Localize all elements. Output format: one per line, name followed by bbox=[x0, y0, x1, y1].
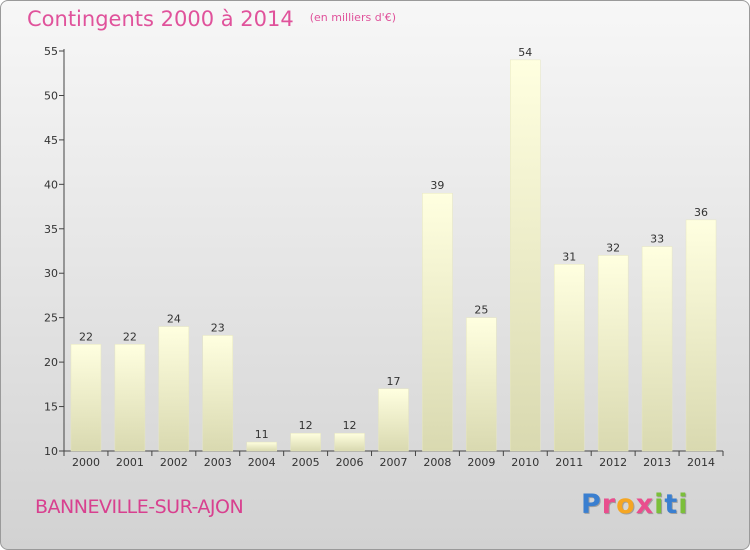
chart-axes: 10 15 20 25 30 35 40 45 50 55 2000 2001 2002 2003 2004… bbox=[44, 45, 724, 469]
x-tick-label: 2005 bbox=[292, 456, 320, 469]
bar-value-label: 12 bbox=[343, 419, 357, 432]
x-tick-label: 2004 bbox=[248, 456, 276, 469]
proxiti-logo[interactable]: Proxiti bbox=[581, 489, 689, 520]
x-tick-label: 2014 bbox=[687, 456, 715, 469]
y-tick-label: 55 bbox=[44, 45, 58, 58]
bar-value-label: 11 bbox=[255, 428, 269, 441]
logo-letter: o bbox=[616, 489, 636, 520]
bar-value-label: 22 bbox=[79, 330, 93, 343]
bar-value-label: 36 bbox=[694, 206, 708, 219]
x-tick-label: 2008 bbox=[423, 456, 451, 469]
logo-letter: i bbox=[678, 489, 689, 520]
logo-letter: i bbox=[654, 489, 665, 520]
y-tick-label: 35 bbox=[44, 223, 58, 236]
y-tick-label: 25 bbox=[44, 312, 58, 325]
bar bbox=[378, 388, 409, 452]
commune-name: BANNEVILLE-SUR-AJON bbox=[35, 496, 244, 518]
y-tick-label: 30 bbox=[44, 267, 58, 280]
y-tick-label: 45 bbox=[44, 134, 58, 147]
chart-unit: (en milliers d'€) bbox=[309, 11, 396, 24]
x-tick-label: 2001 bbox=[116, 456, 144, 469]
bar bbox=[334, 432, 365, 452]
y-tick-label: 10 bbox=[44, 445, 58, 458]
y-tick-label: 20 bbox=[44, 356, 58, 369]
bar-value-label: 32 bbox=[606, 241, 620, 254]
bar-value-label: 12 bbox=[299, 419, 313, 432]
x-tick-label: 2011 bbox=[555, 456, 583, 469]
x-tick-label: 2003 bbox=[204, 456, 232, 469]
bar bbox=[510, 59, 541, 452]
bar-value-label: 24 bbox=[167, 313, 181, 326]
y-tick-label: 50 bbox=[44, 89, 58, 102]
x-tick-label: 2013 bbox=[643, 456, 671, 469]
bar bbox=[466, 317, 497, 452]
bar bbox=[114, 344, 146, 452]
x-tick-label: 2006 bbox=[336, 456, 364, 469]
bar bbox=[158, 326, 190, 452]
bar-value-label: 33 bbox=[650, 233, 664, 246]
bar-value-label: 31 bbox=[562, 250, 576, 263]
bar bbox=[641, 246, 673, 452]
x-tick-label: 2012 bbox=[599, 456, 627, 469]
x-tick-label: 2007 bbox=[380, 456, 408, 469]
bar-value-label: 25 bbox=[474, 304, 488, 317]
bar bbox=[290, 432, 321, 452]
bar bbox=[685, 219, 717, 452]
bar-value-label: 54 bbox=[518, 46, 532, 59]
bar-value-label: 22 bbox=[123, 330, 137, 343]
logo-letter: t bbox=[664, 489, 679, 520]
bar bbox=[597, 255, 629, 452]
bar bbox=[246, 441, 277, 452]
bar-value-label: 23 bbox=[211, 321, 225, 334]
bar bbox=[202, 335, 234, 452]
chart-bars: 22 22 24 23 11 12 12 17 39 25 54 31 32 33 36 bbox=[70, 46, 717, 452]
bar bbox=[422, 192, 453, 452]
bar bbox=[70, 344, 102, 452]
logo-letter: P bbox=[581, 489, 602, 520]
logo-letter: r bbox=[601, 489, 617, 520]
x-tick-label: 2002 bbox=[160, 456, 188, 469]
chart-title: Contingents 2000 à 2014 (en milliers d'€) bbox=[27, 7, 396, 31]
logo-letter: x bbox=[635, 489, 655, 520]
x-tick-label: 2000 bbox=[72, 456, 100, 469]
bar-value-label: 39 bbox=[430, 179, 444, 192]
bar bbox=[553, 264, 585, 452]
y-tick-label: 15 bbox=[44, 401, 58, 414]
x-tick-label: 2009 bbox=[467, 456, 495, 469]
y-tick-label: 40 bbox=[44, 178, 58, 191]
chart-title-text: Contingents 2000 à 2014 bbox=[27, 7, 294, 31]
bar-value-label: 17 bbox=[387, 375, 401, 388]
x-tick-label: 2010 bbox=[511, 456, 539, 469]
